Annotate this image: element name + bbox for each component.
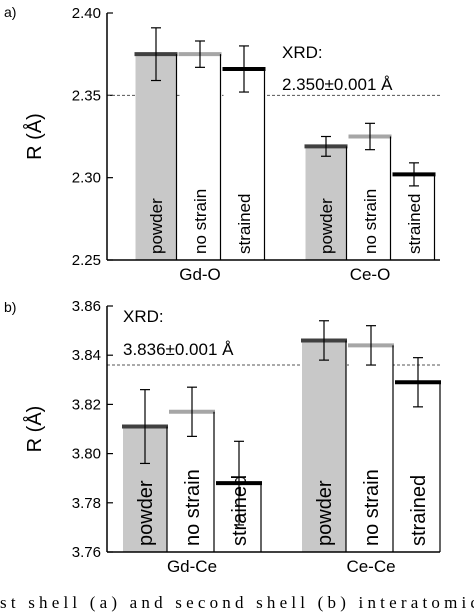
- bar-no-strain: [349, 345, 393, 552]
- xrd-value-label: 2.350±0.001 Å: [282, 75, 393, 94]
- y-tick-label: 3.78: [72, 495, 101, 512]
- bar-series-label: no strain: [191, 189, 210, 254]
- bar-no-strain: [349, 136, 391, 260]
- bar-series-label: strained: [235, 194, 254, 254]
- figure-caption: st shell (a) and second shell (b) intera…: [0, 593, 474, 612]
- bar-series-label: powder: [147, 198, 166, 254]
- panel-label: b): [4, 299, 16, 315]
- y-axis-label: R (Å): [23, 113, 46, 160]
- bar-series-label: strained: [408, 475, 430, 546]
- y-tick-label: 3.82: [72, 396, 101, 413]
- y-axis-label: R (Å): [23, 406, 46, 453]
- y-tick-label: 3.86: [72, 298, 101, 315]
- bar-strained: [393, 174, 435, 260]
- panel-label: a): [4, 4, 16, 20]
- bar-series-label: powder: [317, 198, 336, 254]
- bar-powder: [302, 340, 346, 552]
- category-label: Ce-O: [350, 265, 391, 284]
- bar-series-label: no strain: [361, 189, 380, 254]
- bar-series-label: no strain: [361, 469, 383, 546]
- xrd-value-label: 3.836±0.001 Å: [123, 340, 234, 359]
- bar-powder: [305, 146, 347, 260]
- bar-no-strain: [179, 54, 221, 260]
- bar-series-label: powder: [135, 480, 157, 546]
- y-tick-label: 3.76: [72, 544, 101, 561]
- bar-series-label: no strain: [182, 469, 204, 546]
- bar-powder: [135, 54, 177, 260]
- bar-series-label: strained: [229, 475, 251, 546]
- category-label: Ce-Ce: [346, 557, 395, 576]
- y-tick-label: 3.80: [72, 446, 101, 463]
- bar-chart-figure: a) 2.25 2.30 2.35 2.40 R (Å) powder no strain st…: [4, 4, 441, 576]
- y-tick-label: 2.40: [72, 5, 101, 22]
- y-tick-label: 2.25: [72, 252, 101, 269]
- y-tick-label: 3.84: [72, 347, 101, 364]
- y-tick-label: 2.35: [72, 87, 101, 104]
- bar-strained: [223, 68, 265, 260]
- category-label: Gd-O: [179, 265, 221, 284]
- bar-series-label: powder: [314, 480, 336, 546]
- category-label: Gd-Ce: [167, 557, 217, 576]
- bar-strained: [396, 382, 440, 552]
- bar-series-label: strained: [405, 194, 424, 254]
- y-tick-label: 2.30: [72, 170, 101, 187]
- xrd-label: XRD:: [282, 43, 323, 62]
- xrd-label: XRD:: [123, 307, 164, 326]
